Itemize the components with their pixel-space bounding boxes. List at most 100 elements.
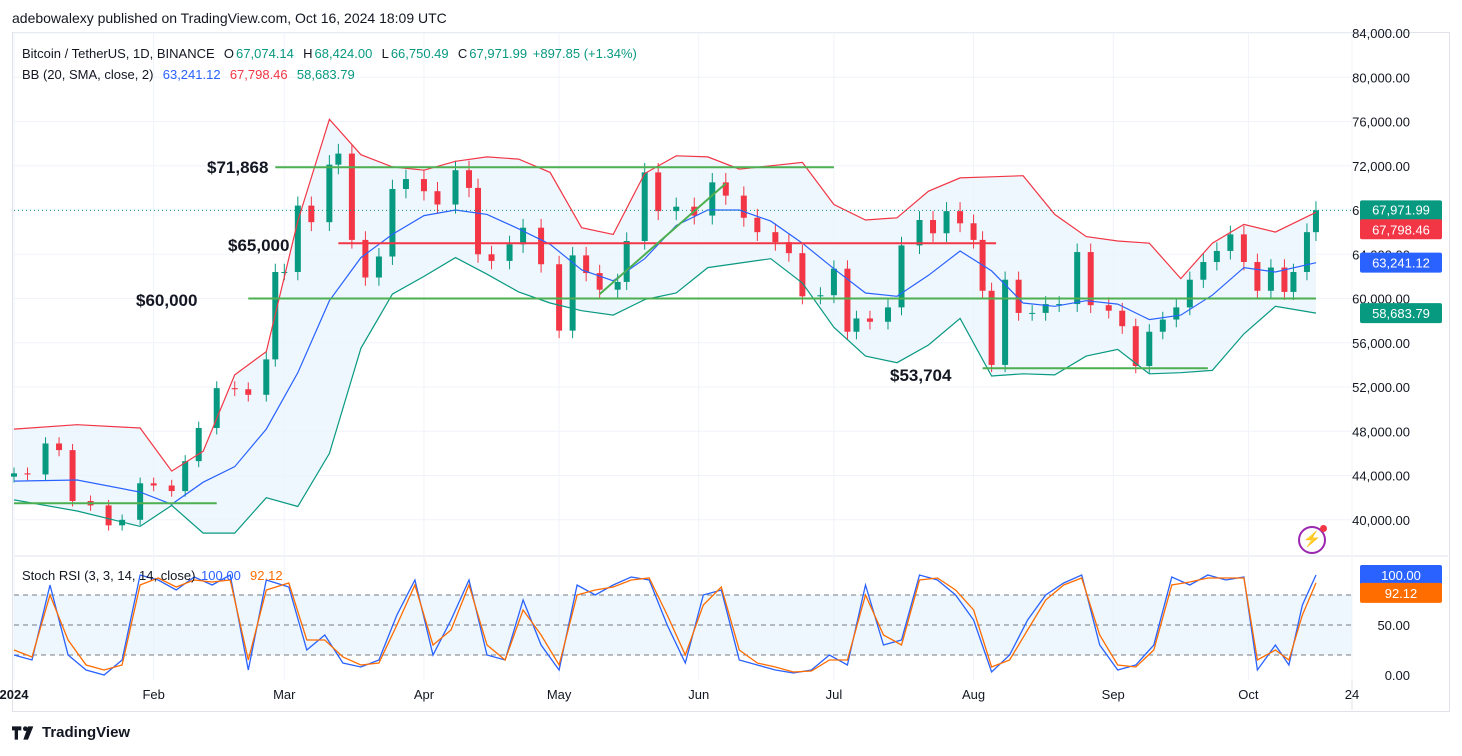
candle-body[interactable] <box>195 427 202 462</box>
candle-body[interactable] <box>538 227 545 265</box>
bb-legend[interactable]: BB (20, SMA, close, 2) 63,241.12 67,798.… <box>22 67 357 82</box>
candle-body[interactable] <box>402 179 409 189</box>
candle-body[interactable] <box>957 211 964 224</box>
candle-body[interactable] <box>245 389 252 395</box>
candle-body[interactable] <box>722 182 729 196</box>
x-tick-label: Sep <box>1102 687 1125 702</box>
candle-body[interactable] <box>42 443 49 475</box>
lightning-icon[interactable]: ⚡ <box>1298 525 1327 554</box>
candle-body[interactable] <box>150 483 157 486</box>
candle-body[interactable] <box>213 388 220 428</box>
rsi-label[interactable]: Stoch RSI (3, 3, 14, 14, close) <box>22 568 196 583</box>
candle-body[interactable] <box>1281 267 1288 292</box>
candle-body[interactable] <box>1240 234 1247 263</box>
candle-body[interactable] <box>1186 279 1193 308</box>
candle-body[interactable] <box>853 318 860 332</box>
candle-body[interactable] <box>596 273 603 290</box>
candle-body[interactable] <box>1002 279 1009 365</box>
candle-body[interactable] <box>988 290 995 365</box>
candle-body[interactable] <box>569 255 576 331</box>
candle-body[interactable] <box>294 205 301 272</box>
candle-body[interactable] <box>434 191 441 205</box>
candle-body[interactable] <box>655 172 662 212</box>
candle-body[interactable] <box>1119 310 1126 327</box>
trendline[interactable] <box>598 182 727 295</box>
candle-body[interactable] <box>488 254 495 261</box>
candle-body[interactable] <box>56 443 63 451</box>
candle-body[interactable] <box>740 195 747 218</box>
candle-body[interactable] <box>452 170 459 205</box>
tradingview-footer[interactable]: TradingView <box>12 724 130 741</box>
candle-body[interactable] <box>898 245 905 308</box>
candle-body[interactable] <box>375 256 382 278</box>
candle-body[interactable] <box>754 217 761 233</box>
candle-body[interactable] <box>970 223 977 240</box>
candle-body[interactable] <box>830 268 837 296</box>
rsi-legend[interactable]: Stoch RSI (3, 3, 14, 14, close) 100.00 9… <box>22 568 285 583</box>
candle-body[interactable] <box>1074 252 1081 305</box>
candle-body[interactable] <box>799 253 806 297</box>
candle-body[interactable] <box>1173 307 1180 320</box>
candle-body[interactable] <box>308 205 315 223</box>
candle-body[interactable] <box>1015 279 1022 313</box>
candle-body[interactable] <box>362 239 369 278</box>
candle-body[interactable] <box>24 473 31 475</box>
candle-body[interactable] <box>1227 234 1234 251</box>
candle-body[interactable] <box>1254 262 1261 291</box>
candle-body[interactable] <box>673 206 680 212</box>
candle-body[interactable] <box>231 388 238 390</box>
candle-body[interactable] <box>182 461 189 492</box>
candle-body[interactable] <box>556 264 563 331</box>
x-tick-label: Oct <box>1238 687 1259 702</box>
bb-lower-badge <box>1360 303 1442 324</box>
candle-body[interactable] <box>105 505 112 526</box>
candle-body[interactable] <box>1312 210 1319 233</box>
candle-body[interactable] <box>785 242 792 254</box>
candle-body[interactable] <box>520 227 527 245</box>
candle-body[interactable] <box>930 219 937 234</box>
bb-label[interactable]: BB (20, SMA, close, 2) <box>22 67 154 82</box>
candle-body[interactable] <box>348 153 355 240</box>
candle-body[interactable] <box>1087 252 1094 306</box>
candle-body[interactable] <box>1132 326 1139 367</box>
candle-body[interactable] <box>389 189 396 257</box>
candle-body[interactable] <box>1146 331 1153 367</box>
candle-body[interactable] <box>263 359 270 395</box>
candle-body[interactable] <box>475 187 482 255</box>
candle-body[interactable] <box>1267 267 1274 291</box>
candle-body[interactable] <box>420 179 427 192</box>
candle-body[interactable] <box>614 281 621 290</box>
candle-body[interactable] <box>884 307 891 322</box>
candle-body[interactable] <box>1029 312 1036 314</box>
candle-body[interactable] <box>466 170 473 188</box>
candle-body[interactable] <box>1105 305 1112 311</box>
candle-body[interactable] <box>866 318 873 322</box>
candle-body[interactable] <box>844 268 851 332</box>
candle-body[interactable] <box>623 241 630 282</box>
price-legend[interactable]: Bitcoin / TetherUS, 1D, BINANCE O 67,074.… <box>22 46 639 61</box>
candle-body[interactable] <box>916 219 923 246</box>
candle-body[interactable] <box>943 211 950 234</box>
candle-body[interactable] <box>11 473 17 477</box>
candle-body[interactable] <box>1290 271 1297 292</box>
candle-body[interactable] <box>1303 232 1310 272</box>
candle-body[interactable] <box>772 232 779 243</box>
candle-body[interactable] <box>1159 319 1166 332</box>
candle-body[interactable] <box>69 450 76 501</box>
candle-body[interactable] <box>709 182 716 216</box>
candle-body[interactable] <box>281 271 288 273</box>
candle-body[interactable] <box>326 164 333 223</box>
candle-body[interactable] <box>1213 250 1220 263</box>
candle-body[interactable] <box>583 255 590 274</box>
candle-body[interactable] <box>1056 304 1063 306</box>
candle-body[interactable] <box>1042 304 1049 313</box>
candle-body[interactable] <box>335 153 342 165</box>
candle-body[interactable] <box>641 172 648 241</box>
candle-body[interactable] <box>1200 262 1207 280</box>
candle-body[interactable] <box>168 485 175 492</box>
candle-body[interactable] <box>817 295 824 297</box>
symbol-label[interactable]: Bitcoin / TetherUS, 1D, BINANCE <box>22 46 215 61</box>
candle-body[interactable] <box>137 483 144 520</box>
candle-body[interactable] <box>506 244 513 261</box>
